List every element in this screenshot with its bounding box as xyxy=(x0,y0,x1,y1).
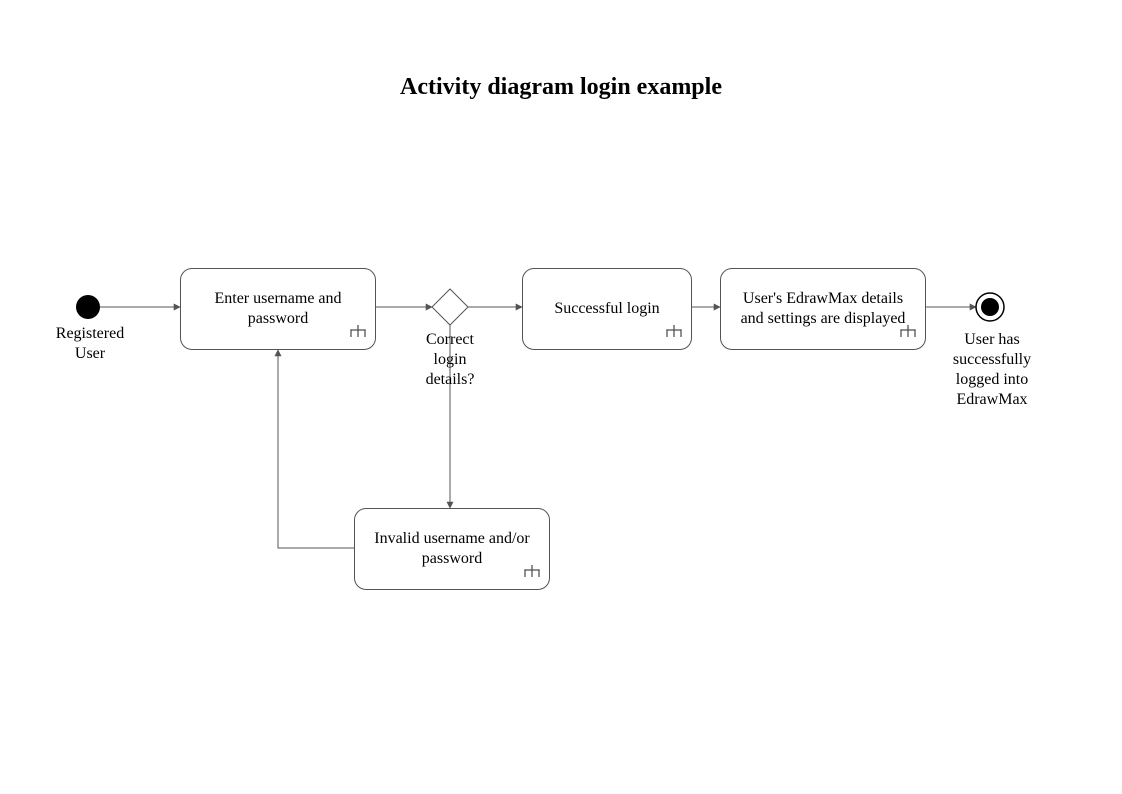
rake-icon xyxy=(523,563,541,583)
activity-invalid-credentials: Invalid username and/or password xyxy=(354,508,550,590)
end-node-dot xyxy=(981,298,999,316)
start-node-label: Registered User xyxy=(52,324,128,364)
decision-node xyxy=(432,289,468,325)
activity-successful-login: Successful login xyxy=(522,268,692,350)
activity-details-label: User's EdrawMax details and settings are… xyxy=(731,289,915,329)
activity-details-displayed: User's EdrawMax details and settings are… xyxy=(720,268,926,350)
activity-enter-label: Enter username and password xyxy=(191,289,365,329)
edge-invalid-to-enter xyxy=(278,350,354,548)
rake-icon xyxy=(665,323,683,343)
rake-icon xyxy=(899,323,917,343)
decision-label: Correct login details? xyxy=(422,330,478,390)
rake-icon xyxy=(349,323,367,343)
end-node-label: User has successfully logged into EdrawM… xyxy=(946,330,1038,410)
activity-invalid-label: Invalid username and/or password xyxy=(365,529,539,569)
start-node xyxy=(76,295,100,319)
activity-enter-credentials: Enter username and password xyxy=(180,268,376,350)
activity-success-label: Successful login xyxy=(554,299,659,319)
